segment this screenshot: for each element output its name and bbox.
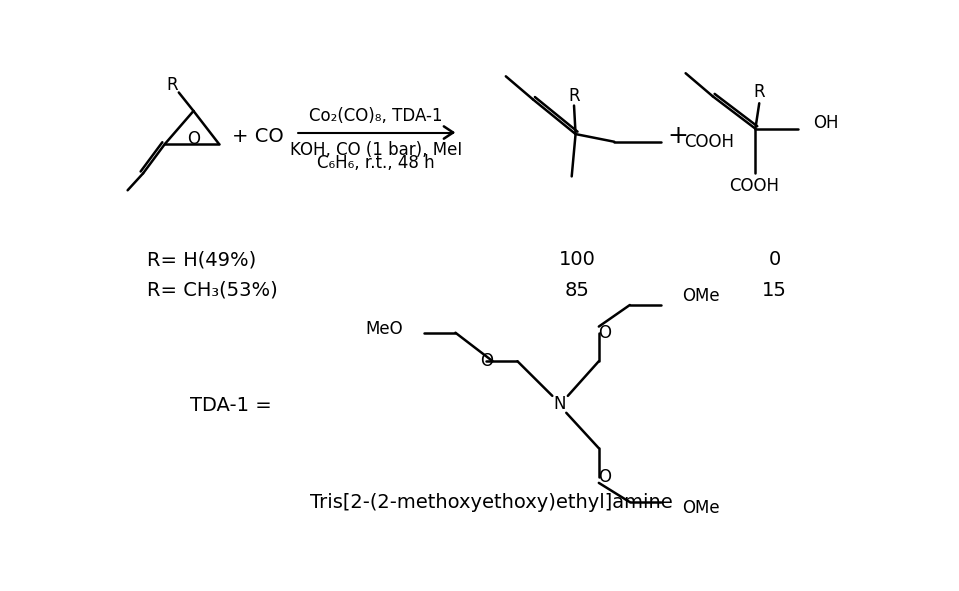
- Text: + CO: + CO: [232, 127, 284, 146]
- Text: O: O: [598, 467, 612, 486]
- Text: 15: 15: [762, 281, 787, 300]
- Text: MeO: MeO: [365, 320, 403, 338]
- Text: OMe: OMe: [683, 287, 720, 305]
- Text: R: R: [569, 86, 580, 105]
- Text: R= H(49%): R= H(49%): [147, 250, 256, 269]
- Text: O: O: [480, 352, 493, 370]
- Text: Co₂(CO)₈, TDA-1: Co₂(CO)₈, TDA-1: [309, 106, 442, 125]
- Text: O: O: [598, 324, 612, 342]
- Text: R: R: [167, 76, 178, 94]
- Text: 100: 100: [559, 250, 596, 269]
- Text: N: N: [554, 395, 567, 413]
- Text: R: R: [754, 83, 765, 102]
- Text: O: O: [187, 129, 200, 148]
- Text: R= CH₃(53%): R= CH₃(53%): [147, 281, 278, 300]
- Text: 0: 0: [768, 250, 781, 269]
- Text: OH: OH: [813, 113, 839, 132]
- Text: C₆H₆, r.t., 48 h: C₆H₆, r.t., 48 h: [316, 154, 434, 173]
- Text: COOH: COOH: [684, 133, 734, 151]
- Text: Tris[2-(2-methoxyethoxy)ethyl]amine: Tris[2-(2-methoxyethoxy)ethyl]amine: [311, 493, 673, 512]
- Text: +: +: [667, 124, 689, 148]
- Text: 85: 85: [565, 281, 590, 300]
- Text: TDA-1 =: TDA-1 =: [190, 397, 271, 415]
- Text: KOH, CO (1 bar), MeI: KOH, CO (1 bar), MeI: [290, 141, 461, 159]
- Text: OMe: OMe: [683, 499, 720, 517]
- Text: COOH: COOH: [729, 177, 779, 196]
